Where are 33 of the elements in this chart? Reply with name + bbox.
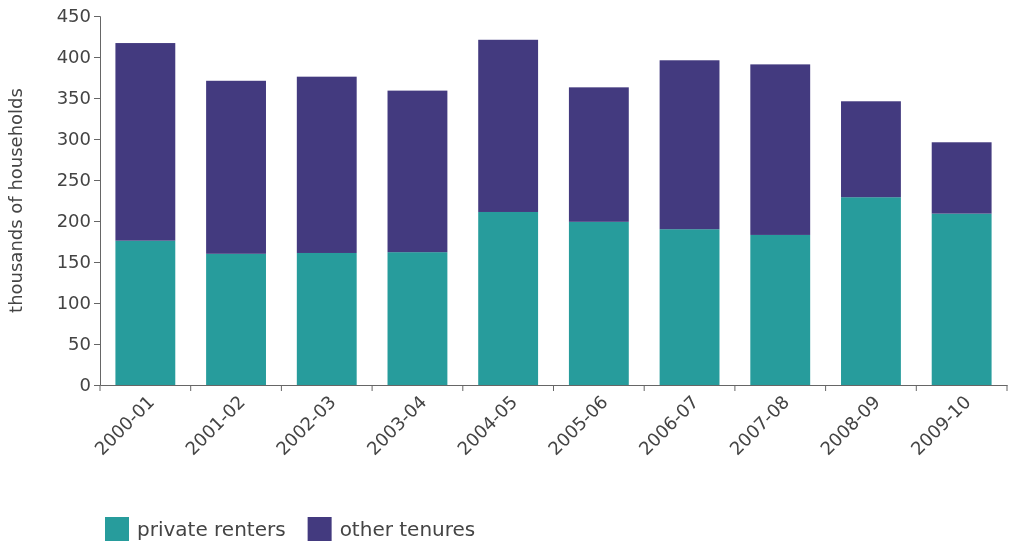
bar <box>115 240 176 385</box>
legend-label: other tenures <box>339 517 476 541</box>
bar <box>387 252 448 385</box>
bar <box>387 90 448 253</box>
bar <box>841 101 901 198</box>
bar <box>206 80 266 254</box>
bar <box>841 197 901 385</box>
bar <box>206 253 266 385</box>
bar <box>931 213 992 385</box>
y-tick-label: 50 <box>68 333 91 355</box>
y-tick-label: 200 <box>56 210 91 232</box>
y-tick-label: 350 <box>56 87 91 109</box>
bar <box>568 87 629 222</box>
bar <box>296 76 357 253</box>
y-tick-label: 250 <box>56 169 91 191</box>
y-tick-label: 300 <box>56 128 91 150</box>
y-tick-label: 100 <box>56 292 91 314</box>
y-axis-title: thousands of households <box>5 88 26 313</box>
bar <box>296 252 357 385</box>
legend-label: private renters <box>137 517 286 541</box>
y-tick-label: 0 <box>79 374 91 396</box>
bar <box>750 64 811 235</box>
bar <box>478 211 539 385</box>
bar <box>115 43 176 241</box>
bar <box>750 234 811 385</box>
y-tick-label: 150 <box>56 251 91 273</box>
y-tick-label: 450 <box>56 5 91 27</box>
bar <box>478 39 539 212</box>
bar <box>659 229 720 385</box>
y-tick-label: 400 <box>56 46 91 68</box>
bar <box>931 142 992 214</box>
bar <box>568 221 629 385</box>
bar <box>659 60 720 230</box>
